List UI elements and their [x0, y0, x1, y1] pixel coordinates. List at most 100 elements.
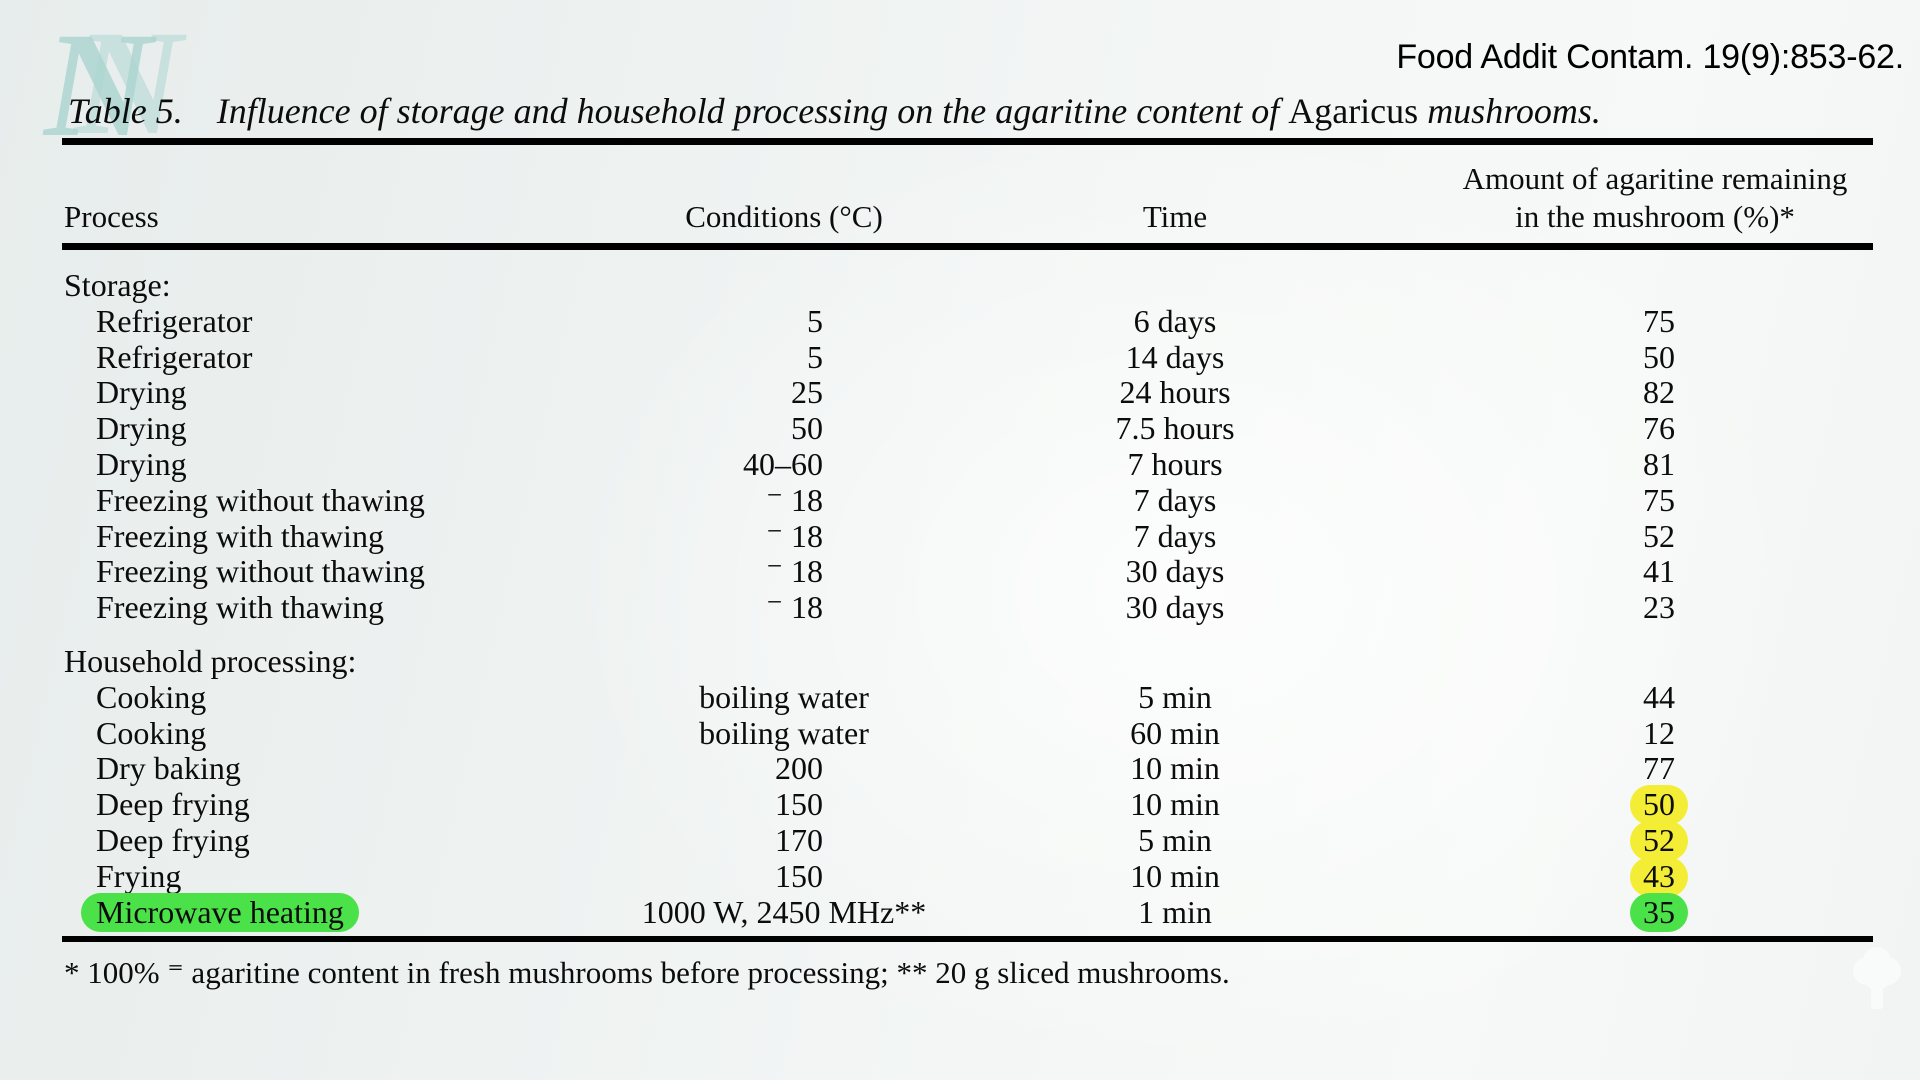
conditions-cell: ⁻ 18	[766, 553, 823, 590]
amount-cell: 44	[1540, 678, 1675, 716]
column-header-amount: Amount of agaritine remaining in the mus…	[1430, 160, 1880, 236]
process-cell: Deep frying	[96, 821, 250, 859]
table-row: Refrigerator 5 14 days 50	[0, 338, 1920, 376]
process-cell: Freezing with thawing	[96, 518, 384, 555]
column-header-time: Time	[1142, 199, 1208, 234]
conditions-cell: ⁻ 18	[766, 589, 823, 626]
process-cell: Refrigerator	[96, 302, 253, 340]
conditions-cell: 150	[775, 786, 823, 823]
process-label: Drying	[96, 374, 187, 411]
process-label: Drying	[96, 445, 187, 482]
logo-letter-icon: N	[44, 2, 153, 168]
table-row: Freezing with thawing ⁻ 18 30 days 23	[0, 589, 1920, 626]
amount-value: 75	[1643, 481, 1675, 518]
time-cell: 30 days	[1125, 589, 1225, 626]
conditions-cell: 40–60	[743, 445, 823, 482]
table-row: Drying 25 24 hours 82	[0, 374, 1920, 411]
process-cell: Cooking	[96, 715, 206, 752]
process-cell: Cooking	[96, 679, 206, 716]
conditions-cell: 1000 W, 2450 MHz**	[641, 893, 927, 930]
time-cell: 6 days	[1133, 302, 1217, 339]
conditions-cell: 170	[775, 821, 823, 858]
amount-cell: 76	[1540, 410, 1675, 447]
conditions-cell: 50	[791, 410, 823, 447]
amount-value: 50	[1630, 785, 1688, 825]
process-label: Dry baking	[96, 750, 241, 787]
table-row: Freezing without thawing ⁻ 18 7 days 75	[0, 481, 1920, 519]
table-footnote: * 100% ⁼ agaritine content in fresh mush…	[64, 955, 1230, 990]
table-row: Microwave heating 1000 W, 2450 MHz** 1 min…	[0, 892, 1920, 933]
time-cell: 10 min	[1130, 857, 1220, 894]
journal-citation: Food Addit Contam. 19(9):853-62.	[1396, 38, 1904, 76]
process-cell: Refrigerator	[96, 338, 253, 376]
amount-value: 44	[1643, 678, 1675, 715]
table-row: Freezing without thawing ⁻ 18 30 days 41	[0, 553, 1920, 590]
section-title-row: Household processing:	[0, 642, 1920, 680]
conditions-cell: 200	[775, 750, 823, 787]
time-cell: 5 min	[1138, 821, 1212, 858]
table-caption: Table 5. Influence of storage and househo…	[68, 90, 1601, 132]
process-label: Drying	[96, 410, 187, 447]
conditions-cell: boiling water	[699, 714, 869, 751]
table-caption-text: Influence of storage and household proce…	[216, 91, 1289, 131]
process-cell: Drying	[96, 445, 187, 483]
amount-cell: 82	[1540, 374, 1675, 411]
time-cell: 30 days	[1125, 553, 1225, 590]
time-cell: 7.5 hours	[1115, 410, 1235, 447]
time-cell: 7 days	[1133, 517, 1217, 554]
process-label: Freezing with thawing	[96, 589, 384, 626]
process-cell: Microwave heating	[81, 892, 359, 933]
amount-value: 75	[1643, 302, 1675, 339]
column-header-process: Process	[64, 199, 159, 234]
amount-cell: 41	[1540, 553, 1675, 590]
amount-value: 52	[1630, 820, 1688, 861]
process-label: Freezing without thawing	[96, 481, 425, 518]
table-row: Dry baking 200 10 min 77	[0, 750, 1920, 787]
conditions-cell: 5	[807, 302, 823, 339]
process-cell: Frying	[96, 857, 182, 895]
conditions-cell: 25	[791, 374, 823, 411]
process-cell: Freezing with thawing	[96, 589, 384, 626]
process-label: Deep frying	[96, 821, 250, 858]
amount-value: 50	[1643, 338, 1675, 375]
amount-value: 82	[1643, 374, 1675, 411]
amount-cell: 50	[1540, 338, 1675, 376]
table-caption-label: Table 5.	[68, 91, 183, 131]
table-row: Drying 40–60 7 hours 81	[0, 445, 1920, 483]
table-body: Storage: Refrigerator 5 6 days 75 Refrigerato…	[0, 267, 1920, 933]
conditions-cell: 5	[807, 338, 823, 375]
process-label: Frying	[96, 857, 182, 894]
table-row: Deep frying 150 10 min 50	[0, 785, 1920, 825]
amount-cell: 35	[1540, 892, 1688, 933]
conditions-cell: boiling water	[699, 678, 869, 715]
process-label: Refrigerator	[96, 338, 253, 375]
table-row: Freezing with thawing ⁻ 18 7 days 52	[0, 517, 1920, 555]
amount-value: 12	[1643, 714, 1675, 751]
amount-value: 76	[1643, 410, 1675, 447]
amount-value: 81	[1643, 445, 1675, 482]
table-row: Cooking boiling water 5 min 44	[0, 678, 1920, 716]
amount-cell: 77	[1540, 750, 1675, 787]
logo-letter-echo-icon: N	[74, 0, 183, 166]
column-header-amount-line1: Amount of agaritine remaining	[1462, 161, 1848, 196]
section-title-row: Storage:	[0, 267, 1920, 304]
process-label: Deep frying	[96, 786, 250, 823]
table-row: Refrigerator 5 6 days 75	[0, 302, 1920, 340]
journal-logo: N N	[28, 2, 208, 160]
amount-value: 43	[1630, 856, 1688, 897]
process-cell: Deep frying	[96, 786, 250, 823]
amount-cell: 52	[1540, 820, 1688, 861]
table-caption-tail: mushrooms.	[1418, 91, 1601, 131]
process-cell: Freezing without thawing	[96, 553, 425, 590]
process-label: Refrigerator	[96, 302, 253, 339]
time-cell: 14 days	[1125, 338, 1225, 375]
amount-cell: 75	[1540, 302, 1675, 340]
process-cell: Dry baking	[96, 750, 241, 787]
table-row: Cooking boiling water 60 min 12	[0, 714, 1920, 752]
conditions-cell: ⁻ 18	[766, 481, 823, 518]
process-cell: Freezing without thawing	[96, 481, 425, 519]
section-title: Household processing:	[64, 642, 357, 679]
amount-cell: 23	[1540, 589, 1675, 626]
process-label: Microwave heating	[81, 892, 359, 933]
